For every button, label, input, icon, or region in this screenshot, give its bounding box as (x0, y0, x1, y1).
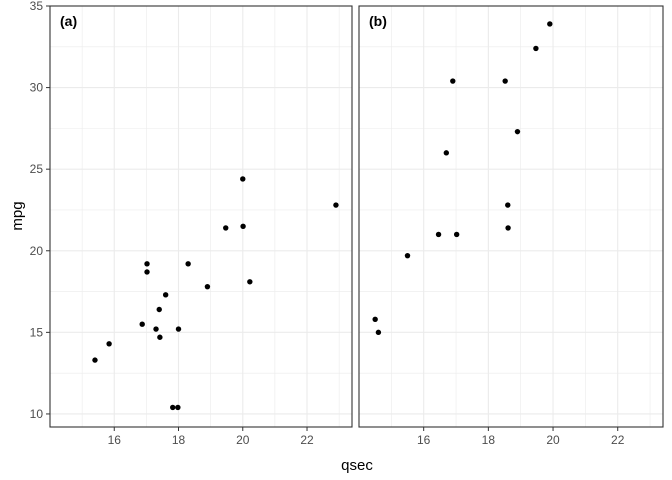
x-tick-label: 20 (546, 433, 560, 447)
data-point (453, 231, 460, 238)
data-point (505, 225, 511, 231)
data-point (404, 252, 411, 259)
data-point (162, 292, 169, 298)
x-tick-label: 16 (108, 433, 122, 447)
data-point (443, 150, 450, 156)
data-point (223, 225, 229, 231)
data-point (502, 78, 508, 84)
y-tick-label: 15 (30, 325, 44, 339)
data-point (156, 306, 162, 313)
x-tick-label: 18 (172, 433, 186, 447)
data-point (375, 329, 382, 336)
panel-tag-label: (a) (60, 13, 77, 29)
panel-background (50, 6, 352, 427)
data-point (204, 283, 211, 290)
data-point (170, 404, 176, 411)
data-point (175, 404, 181, 411)
data-point (240, 176, 246, 182)
x-axis-title: qsec (341, 457, 373, 474)
panel-background (359, 6, 663, 427)
y-tick-label: 30 (30, 81, 44, 95)
data-point (175, 326, 182, 332)
panel-border (358, 5, 664, 428)
data-point (505, 202, 511, 208)
panel-border (49, 5, 353, 428)
x-tick-label: 18 (482, 433, 496, 447)
data-point (514, 128, 521, 135)
data-point (372, 316, 378, 323)
x-tick-label: 20 (236, 433, 250, 447)
data-point (435, 231, 442, 238)
data-point (92, 357, 98, 363)
data-point (144, 261, 150, 267)
data-point (106, 341, 112, 347)
y-tick-label: 10 (30, 407, 44, 421)
data-point (240, 223, 246, 229)
data-point (139, 321, 145, 327)
data-point (547, 21, 553, 27)
panel-a: 16 18 20 22 10 15 20 25 30 35 (a) (30, 0, 353, 447)
panel-b: 16 18 20 22 (b) (358, 5, 664, 447)
data-point (450, 78, 456, 84)
data-point (185, 261, 191, 267)
x-tick-label: 22 (611, 433, 625, 447)
data-point (157, 334, 163, 340)
x-tick-label: 16 (417, 433, 431, 447)
x-tick-label: 22 (300, 433, 314, 447)
y-axis-title: mpg (9, 201, 26, 230)
data-point (153, 326, 159, 332)
panel-tag-label: (b) (369, 13, 387, 29)
data-point (333, 202, 339, 208)
data-point (533, 45, 539, 52)
y-tick-label: 25 (30, 162, 44, 176)
data-point (144, 269, 150, 275)
data-point (247, 279, 253, 285)
y-tick-label: 20 (30, 244, 44, 258)
y-tick-label: 35 (30, 0, 44, 13)
